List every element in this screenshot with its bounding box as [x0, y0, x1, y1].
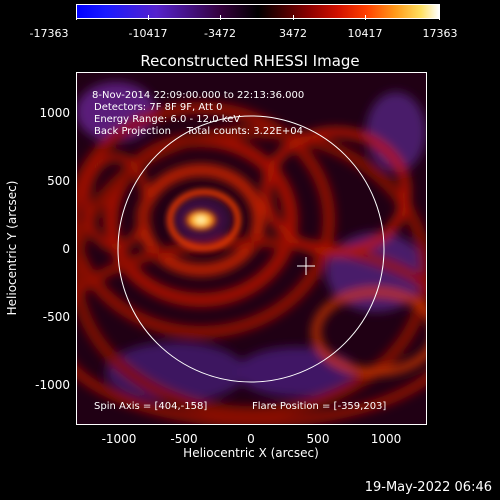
x-tick-label: -500: [170, 432, 198, 446]
time-range-text: 8-Nov-2014 22:09:00.000 to 22:13:36.000: [92, 90, 305, 101]
colorbar-tick: [293, 15, 294, 20]
render-timestamp: 19-May-2022 06:46: [364, 480, 492, 495]
x-tick-label: 1000: [370, 432, 402, 446]
image-title: Reconstructed RHESSI Image: [140, 52, 360, 70]
rhessi-image-graphic: [76, 72, 427, 425]
y-tick-label: -1000: [35, 378, 70, 392]
rhessi-image: [76, 72, 427, 425]
energy-range-text: Energy Range: 6.0 - 12.0 keV: [94, 114, 241, 125]
colorbar-label: -3472: [204, 27, 236, 40]
x-tick-label: -1000: [101, 432, 137, 446]
y-axis-title: Heliocentric Y (arcsec): [5, 180, 19, 316]
colorbar-tick: [439, 15, 440, 20]
detectors-text: Detectors: 7F 8F 9F, Att 0: [94, 102, 223, 113]
x-tick-label: 500: [306, 432, 330, 446]
y-tick-label: -500: [42, 310, 70, 324]
y-tick-label: 500: [47, 174, 70, 188]
colorbar-tick: [220, 15, 221, 20]
flare-position-text: Flare Position = [-359,203]: [252, 401, 387, 412]
y-tick-label: 1000: [39, 106, 70, 120]
colorbar-label: 3472: [279, 27, 307, 40]
colorbar-tick: [148, 15, 149, 20]
method-counts-text: Back Projection Total counts: 3.22E+04: [94, 126, 303, 137]
x-tick-label: 0: [247, 432, 255, 446]
colorbar-label: -17363: [29, 27, 69, 40]
colorbar-label: -10417: [128, 27, 168, 40]
x-axis-title: Heliocentric X (arcsec): [183, 446, 319, 460]
spin-axis-text: Spin Axis = [404,-158]: [94, 401, 208, 412]
colorbar-label: 17363: [422, 27, 458, 40]
colorbar: [76, 4, 440, 19]
colorbar-tick: [365, 15, 366, 20]
colorbar-tick: [76, 15, 77, 20]
colorbar-label: 10417: [347, 27, 383, 40]
y-tick-label: 0: [62, 242, 70, 256]
